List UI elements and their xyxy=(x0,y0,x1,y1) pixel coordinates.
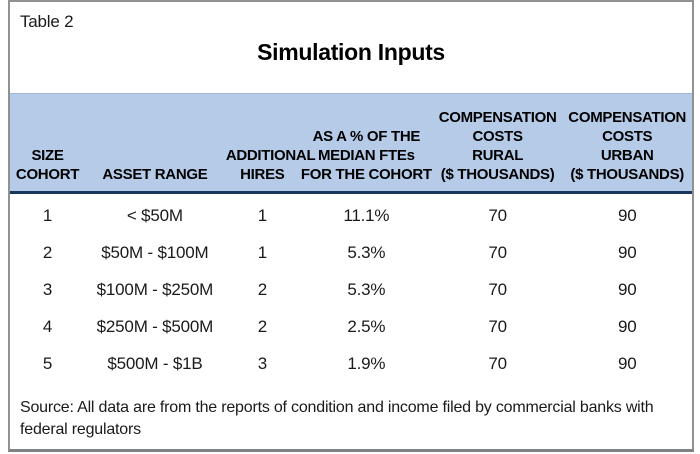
table-label: Table 2 xyxy=(20,12,74,31)
header-pct-median-ftes: AS A % OF THE MEDIAN FTEs FOR THE COHORT xyxy=(299,92,433,195)
header-size-cohort: SIZE COHORT xyxy=(10,92,86,195)
table-row: 1 < $50M 1 11.1% 70 90 xyxy=(10,193,692,235)
table-row: 5 $500M - $1B 3 1.9% 70 90 xyxy=(10,345,692,382)
cell-additional-hires: 3 xyxy=(257,353,267,373)
cell-size-cohort: 4 xyxy=(42,316,53,336)
header-additional-hires: ADDITIONAL HIRES xyxy=(224,92,316,195)
header-asset-range: ASSET RANGE xyxy=(85,92,225,195)
source-line-2: federal regulators xyxy=(20,421,141,439)
cell-size-cohort: 1 xyxy=(42,205,53,225)
cell-size-cohort: 3 xyxy=(42,279,53,299)
cell-additional-hires: 2 xyxy=(257,316,267,336)
cell-comp-rural: 70 xyxy=(488,353,507,373)
cell-pct-median-ftes: 5.3% xyxy=(347,242,386,262)
table-title: Simulation Inputs xyxy=(257,39,445,65)
cell-comp-urban: 90 xyxy=(617,205,637,225)
cell-comp-urban: 90 xyxy=(617,353,637,373)
cell-asset-range: $50M - $100M xyxy=(101,242,209,262)
cell-additional-hires: 1 xyxy=(257,205,267,225)
cell-comp-rural: 70 xyxy=(488,316,507,336)
cell-comp-urban: 90 xyxy=(617,242,637,262)
cell-comp-rural: 70 xyxy=(488,242,507,262)
simulation-inputs-table: SIZE COHORT ASSET RANGE ADDITIONAL HIRES… xyxy=(10,92,692,382)
cell-comp-rural: 70 xyxy=(488,279,507,299)
header-row: SIZE COHORT ASSET RANGE ADDITIONAL HIRES… xyxy=(10,92,692,195)
header-comp-costs-rural: COMPENSATION COSTS RURAL ($ THOUSANDS) xyxy=(432,92,563,195)
cell-pct-median-ftes: 5.3% xyxy=(347,279,386,299)
cell-asset-range: < $50M xyxy=(126,205,183,225)
table-frame: Table 2 Simulation Inputs SIZE COHORT AS… xyxy=(8,0,694,452)
cell-size-cohort: 5 xyxy=(42,353,53,373)
cell-pct-median-ftes: 1.9% xyxy=(347,353,386,373)
cell-comp-rural: 70 xyxy=(488,205,507,225)
table-row: 3 $100M - $250M 2 5.3% 70 90 xyxy=(10,271,692,308)
cell-pct-median-ftes: 11.1% xyxy=(343,205,390,225)
source-note: Source: All data are from the reports of… xyxy=(20,397,682,441)
cell-comp-urban: 90 xyxy=(617,279,637,299)
header-comp-costs-urban: COMPENSATION COSTS URBAN ($ THOUSANDS) xyxy=(562,92,692,195)
cell-comp-urban: 90 xyxy=(617,316,637,336)
cell-additional-hires: 2 xyxy=(257,279,267,299)
cell-pct-median-ftes: 2.5% xyxy=(347,316,386,336)
table-row: 4 $250M - $500M 2 2.5% 70 90 xyxy=(10,308,692,345)
cell-asset-range: $250M - $500M xyxy=(96,316,214,336)
cell-additional-hires: 1 xyxy=(257,242,267,262)
cell-asset-range: $500M - $1B xyxy=(107,353,203,373)
source-line-1: Source: All data are from the reports of… xyxy=(20,399,654,417)
cell-asset-range: $100M - $250M xyxy=(96,279,214,299)
table-row: 2 $50M - $100M 1 5.3% 70 90 xyxy=(10,234,692,271)
cell-size-cohort: 2 xyxy=(42,242,53,262)
